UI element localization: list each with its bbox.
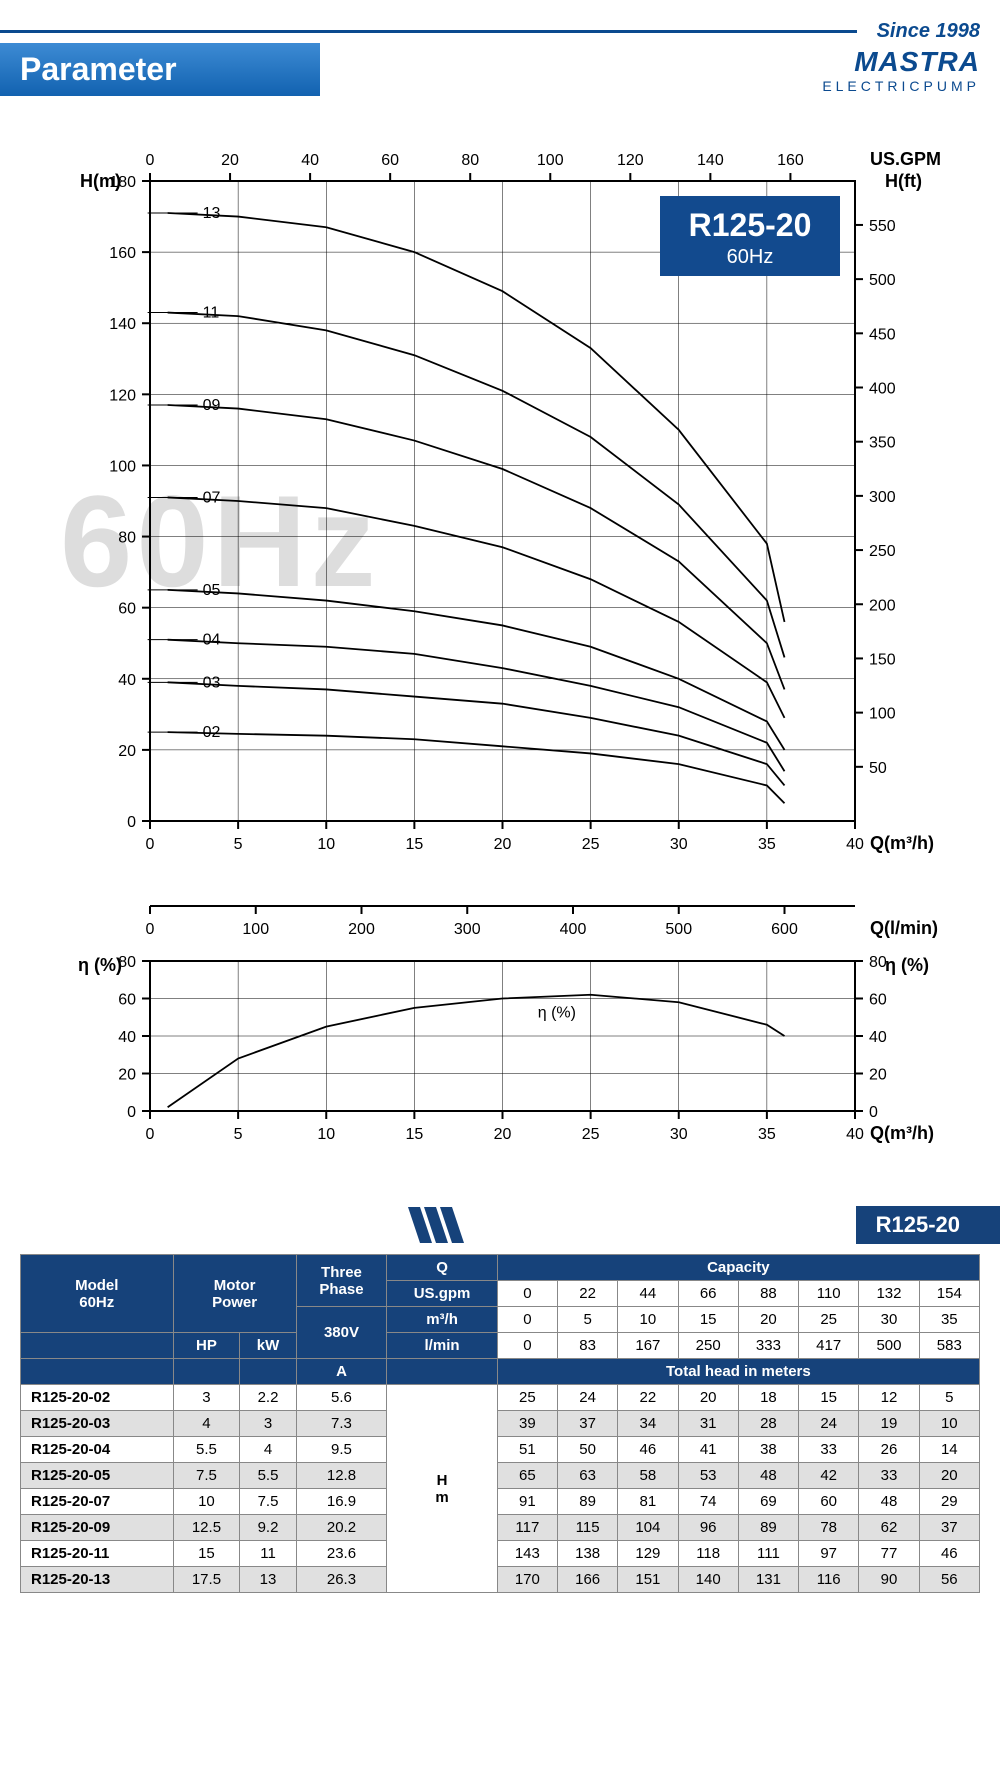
- svg-text:120: 120: [617, 152, 644, 169]
- svg-text:140: 140: [697, 152, 724, 169]
- svg-text:20: 20: [118, 1067, 136, 1084]
- brand-block: MASTRA ELECTRICPUMP: [320, 46, 1000, 94]
- svg-text:40: 40: [869, 1029, 887, 1046]
- svg-text:300: 300: [454, 921, 481, 938]
- svg-text:15: 15: [405, 1126, 423, 1143]
- lmin-axis: 0 100 200 300 400 500 600 Q(l/min): [60, 886, 940, 946]
- svg-text:550: 550: [869, 218, 896, 235]
- svg-text:30: 30: [670, 1126, 688, 1143]
- stripes-icon: [408, 1207, 468, 1243]
- svg-text:350: 350: [869, 435, 896, 452]
- svg-text:η (%): η (%): [538, 1004, 576, 1021]
- svg-text:100: 100: [869, 706, 896, 723]
- svg-text:35: 35: [758, 1126, 776, 1143]
- svg-text:0: 0: [146, 152, 155, 169]
- svg-text:60: 60: [381, 152, 399, 169]
- svg-text:η (%): η (%): [885, 955, 929, 975]
- svg-text:0: 0: [146, 836, 155, 853]
- svg-text:20: 20: [221, 152, 239, 169]
- since-text: Since 1998: [877, 20, 980, 43]
- svg-text:200: 200: [348, 921, 375, 938]
- efficiency-chart: 002020404060608080η (%)η (%)051015202530…: [60, 946, 940, 1156]
- performance-chart: 020406080100120140160180H(m)051015202530…: [60, 126, 940, 886]
- svg-text:450: 450: [869, 326, 896, 343]
- svg-text:20: 20: [118, 743, 136, 760]
- svg-text:20: 20: [869, 1067, 887, 1084]
- svg-text:250: 250: [869, 543, 896, 560]
- svg-text:20: 20: [494, 1126, 512, 1143]
- svg-text:H(ft): H(ft): [885, 171, 922, 191]
- chart-area: 60Hz 020406080100120140160180H(m)0510152…: [0, 96, 1000, 1176]
- svg-text:400: 400: [869, 381, 896, 398]
- svg-text:Q(m³/h): Q(m³/h): [870, 1123, 934, 1143]
- svg-text:100: 100: [109, 458, 136, 475]
- svg-text:13: 13: [203, 205, 221, 222]
- svg-text:02: 02: [203, 724, 221, 741]
- svg-text:η (%): η (%): [78, 955, 122, 975]
- svg-text:50: 50: [869, 760, 887, 777]
- svg-text:120: 120: [109, 387, 136, 404]
- svg-text:40: 40: [118, 1029, 136, 1046]
- svg-text:0: 0: [127, 1104, 136, 1121]
- svg-text:140: 140: [109, 316, 136, 333]
- svg-text:25: 25: [582, 836, 600, 853]
- svg-text:20: 20: [494, 836, 512, 853]
- svg-text:60Hz: 60Hz: [727, 246, 774, 268]
- svg-text:60: 60: [118, 601, 136, 618]
- svg-text:40: 40: [846, 836, 864, 853]
- svg-text:40: 40: [301, 152, 319, 169]
- brand-name: MASTRA: [822, 46, 980, 78]
- page-title: Parameter: [0, 43, 320, 96]
- svg-text:300: 300: [869, 489, 896, 506]
- svg-text:H(m): H(m): [80, 171, 121, 191]
- svg-text:05: 05: [203, 582, 221, 599]
- section-tag: R125-20: [20, 1206, 1000, 1244]
- svg-text:04: 04: [203, 632, 221, 649]
- svg-text:500: 500: [665, 921, 692, 938]
- svg-text:Q(m³/h): Q(m³/h): [870, 833, 934, 853]
- svg-text:15: 15: [405, 836, 423, 853]
- svg-text:0: 0: [146, 1126, 155, 1143]
- svg-text:80: 80: [118, 530, 136, 547]
- svg-text:40: 40: [118, 672, 136, 689]
- svg-text:0: 0: [869, 1104, 878, 1121]
- svg-text:10: 10: [317, 1126, 335, 1143]
- svg-text:60: 60: [118, 992, 136, 1009]
- svg-text:0: 0: [146, 921, 155, 938]
- svg-text:60: 60: [869, 992, 887, 1009]
- svg-text:R125-20: R125-20: [689, 207, 812, 243]
- section-label: R125-20: [856, 1206, 1000, 1244]
- svg-text:30: 30: [670, 836, 688, 853]
- svg-text:35: 35: [758, 836, 776, 853]
- svg-text:80: 80: [461, 152, 479, 169]
- svg-text:0: 0: [127, 814, 136, 831]
- svg-text:160: 160: [109, 245, 136, 262]
- svg-text:200: 200: [869, 597, 896, 614]
- svg-text:5: 5: [234, 836, 243, 853]
- svg-text:25: 25: [582, 1126, 600, 1143]
- svg-text:500: 500: [869, 272, 896, 289]
- top-line: [0, 30, 857, 33]
- header-band: Parameter MASTRA ELECTRICPUMP: [0, 43, 1000, 96]
- svg-text:100: 100: [242, 921, 269, 938]
- svg-text:11: 11: [203, 305, 220, 322]
- svg-text:09: 09: [203, 397, 221, 414]
- parameter-table: Model60HzMotorPowerThreePhaseQCapacityUS…: [20, 1254, 980, 1593]
- svg-text:03: 03: [203, 674, 221, 691]
- svg-text:Q(l/min): Q(l/min): [870, 918, 938, 938]
- brand-sub: ELECTRICPUMP: [822, 78, 980, 94]
- svg-text:40: 40: [846, 1126, 864, 1143]
- svg-text:600: 600: [771, 921, 798, 938]
- svg-text:160: 160: [777, 152, 804, 169]
- svg-text:10: 10: [317, 836, 335, 853]
- svg-text:5: 5: [234, 1126, 243, 1143]
- svg-text:07: 07: [203, 489, 221, 506]
- svg-text:400: 400: [560, 921, 587, 938]
- svg-text:US.GPM: US.GPM: [870, 149, 940, 169]
- top-bar: Since 1998: [0, 20, 1000, 43]
- svg-text:100: 100: [537, 152, 564, 169]
- svg-text:150: 150: [869, 651, 896, 668]
